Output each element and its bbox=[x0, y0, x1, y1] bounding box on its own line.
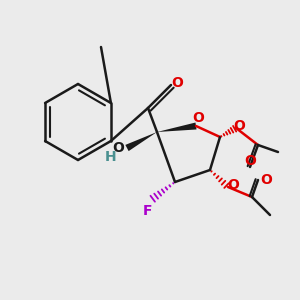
Text: O: O bbox=[171, 76, 183, 90]
Polygon shape bbox=[157, 122, 196, 132]
Text: H: H bbox=[104, 150, 116, 164]
Text: F: F bbox=[143, 204, 153, 218]
Text: O: O bbox=[112, 141, 124, 155]
Text: O: O bbox=[244, 154, 256, 168]
Text: O: O bbox=[227, 178, 239, 192]
Text: O: O bbox=[192, 111, 204, 125]
Text: O: O bbox=[233, 119, 245, 133]
Polygon shape bbox=[125, 132, 157, 151]
Text: O: O bbox=[260, 173, 272, 187]
